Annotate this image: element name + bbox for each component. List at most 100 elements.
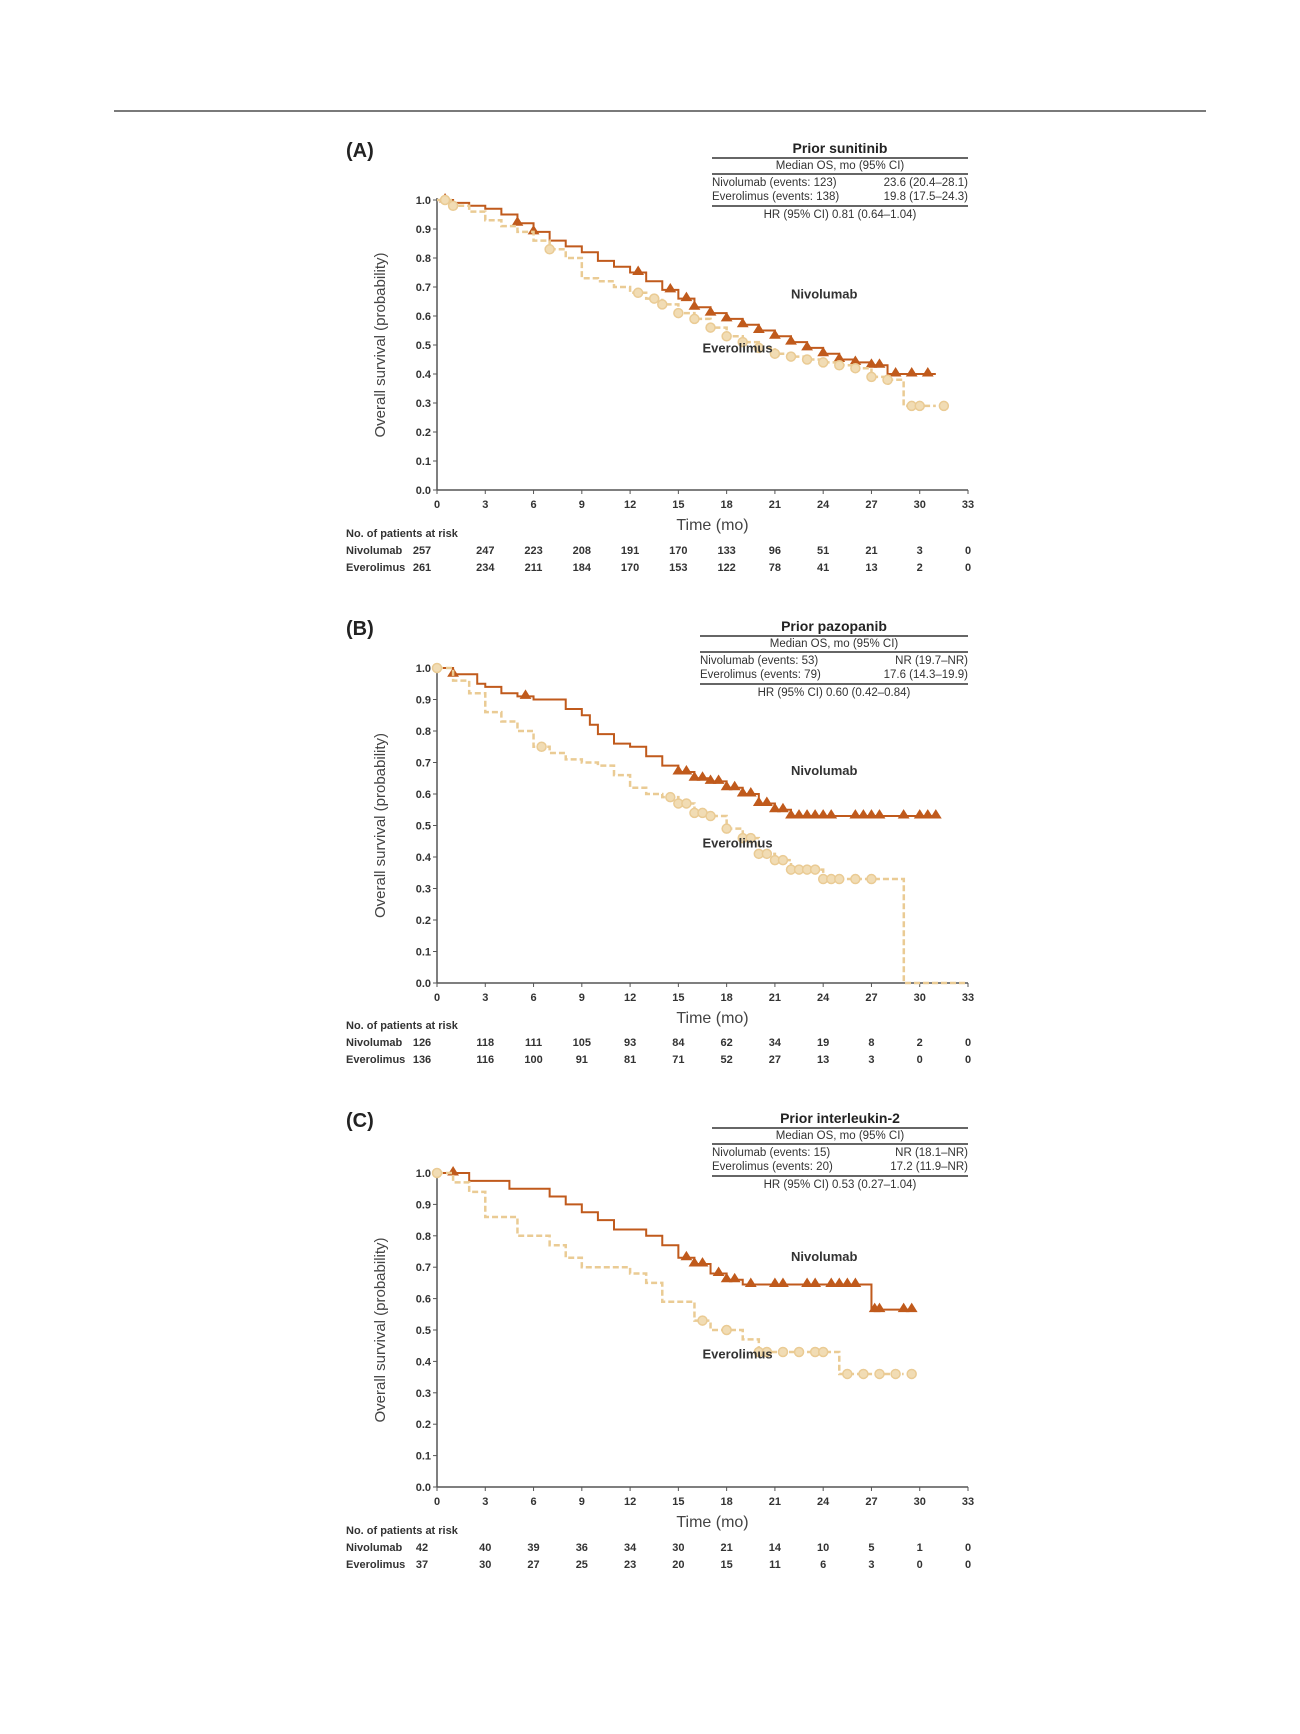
censor-mark-nivolumab <box>736 787 749 797</box>
risk-value: 93 <box>623 1037 637 1049</box>
censor-mark-nivolumab <box>785 809 797 819</box>
censor-mark-nivolumab <box>905 367 918 377</box>
risk-value: 208 <box>572 545 591 557</box>
stats-row-value: 19.8 (17.5–24.3) <box>883 191 968 203</box>
censor-mark-everolimus <box>761 848 773 860</box>
censor-mark-nivolumab <box>744 1277 757 1287</box>
y-tick-label: 0.9 <box>416 224 431 236</box>
risk-value: 91 <box>575 1054 588 1066</box>
risk-value: 0 <box>964 1037 972 1049</box>
panel-letter: (B) <box>346 618 374 640</box>
risk-value: 8 <box>868 1037 875 1049</box>
censor-mark-nivolumab <box>801 809 813 819</box>
median-os-table: Prior sunitinib Median OS, mo (95% CI) N… <box>712 140 968 221</box>
risk-value: 261 <box>412 562 432 574</box>
x-tick-label: 12 <box>624 499 636 511</box>
censor-mark-everolimus <box>866 873 877 885</box>
censor-mark-everolimus <box>938 400 950 412</box>
censor-mark-everolimus <box>817 357 829 368</box>
x-tick-label: 0 <box>434 992 440 1004</box>
median-os-table: Prior pazopanib Median OS, mo (95% CI) N… <box>700 618 968 699</box>
risk-value: 42 <box>415 1542 429 1554</box>
stats-subtitle: Median OS, mo (95% CI) <box>712 159 968 175</box>
risk-value: 30 <box>479 1559 492 1571</box>
censor-mark-everolimus <box>721 331 732 342</box>
censor-mark-everolimus <box>632 287 644 299</box>
censor-mark-everolimus <box>769 348 781 359</box>
censor-mark-nivolumab <box>712 1266 725 1276</box>
censor-mark-nivolumab <box>801 1277 813 1287</box>
censor-mark-nivolumab <box>704 774 717 784</box>
hazard-ratio: HR (95% CI) 0.53 (0.27–1.04) <box>763 1179 917 1191</box>
risk-value: 21 <box>720 1542 733 1554</box>
censor-mark-everolimus <box>834 873 845 885</box>
stats-row-label: Nivolumab (events: 53) <box>700 655 819 667</box>
risk-value: 6 <box>820 1559 827 1571</box>
censor-mark-everolimus <box>648 293 660 304</box>
y-tick-label: 0.7 <box>416 1262 431 1274</box>
y-tick-label: 0.8 <box>416 726 431 738</box>
censor-mark-everolimus <box>906 1368 917 1380</box>
censor-mark-nivolumab <box>777 1277 789 1287</box>
censor-mark-everolimus <box>809 864 821 875</box>
risk-value: 30 <box>672 1542 685 1554</box>
stats-row-label: Everolimus (events: 79) <box>700 669 821 681</box>
everolimus-curve <box>437 1171 904 1376</box>
risk-value: 0 <box>916 1054 923 1066</box>
censor-mark-nivolumab <box>696 1257 709 1267</box>
y-tick-label: 0.4 <box>416 1356 432 1368</box>
censor-mark-nivolumab <box>720 780 733 791</box>
risk-value: 25 <box>575 1559 588 1571</box>
censor-mark-everolimus <box>785 351 797 362</box>
risk-value: 10 <box>817 1542 830 1554</box>
risk-value: 62 <box>720 1037 733 1049</box>
risk-value: 81 <box>623 1054 637 1066</box>
y-tick-label: 0.2 <box>416 1419 431 1431</box>
censor-mark-nivolumab <box>720 1272 733 1283</box>
censor-mark-nivolumab <box>720 311 733 322</box>
risk-value: 0 <box>916 1559 923 1571</box>
everolimus-curve-label: Everolimus <box>703 836 773 851</box>
censor-mark-nivolumab <box>865 809 878 819</box>
y-tick-label: 0.0 <box>416 1482 431 1494</box>
censor-mark-everolimus <box>882 374 893 386</box>
km-panel: (A) Prior sunitinib Median OS, mo (95% C… <box>340 140 980 588</box>
censor-mark-nivolumab <box>769 802 781 813</box>
risk-value: 15 <box>720 1559 733 1571</box>
censor-mark-everolimus <box>705 322 716 333</box>
censor-mark-everolimus <box>689 313 700 325</box>
censor-mark-nivolumab <box>817 346 830 357</box>
x-tick-label: 18 <box>721 992 733 1004</box>
censor-mark-everolimus <box>705 810 716 822</box>
censor-mark-nivolumab <box>664 282 677 293</box>
stats-title: Prior interleukin-2 <box>712 1110 968 1129</box>
censor-mark-everolimus <box>866 371 877 383</box>
risk-value: 84 <box>672 1037 685 1049</box>
y-axis-title: Overall survival (probability) <box>372 1237 389 1422</box>
risk-value: 34 <box>623 1542 637 1554</box>
y-tick-label: 0.3 <box>416 1388 431 1400</box>
panel-letter: (C) <box>346 1110 374 1132</box>
censor-mark-nivolumab <box>744 787 757 797</box>
stats-row-value: NR (18.1–NR) <box>895 1147 968 1159</box>
censor-mark-nivolumab <box>752 796 765 806</box>
stats-row-everolimus: Everolimus (events: 20) 17.2 (11.9–NR) <box>712 1160 968 1174</box>
risk-value: 170 <box>620 562 640 574</box>
risk-value: 3 <box>868 1559 875 1571</box>
censor-mark-everolimus <box>890 1368 901 1380</box>
censor-mark-everolimus <box>850 362 861 374</box>
risk-value: 170 <box>669 545 688 557</box>
x-tick-label: 6 <box>530 499 536 511</box>
x-tick-label: 9 <box>579 1496 585 1508</box>
panel-letter: (A) <box>346 140 374 162</box>
censor-mark-nivolumab <box>672 765 685 775</box>
risk-value: 20 <box>672 1559 685 1571</box>
nivolumab-curve <box>437 1172 912 1311</box>
x-tick-label: 33 <box>962 1496 974 1508</box>
stats-row-value: NR (19.7–NR) <box>895 655 968 667</box>
risk-value: 14 <box>768 1542 782 1554</box>
censor-mark-everolimus <box>721 823 732 834</box>
risk-value: 0 <box>964 545 972 557</box>
x-axis-title: Time (mo) <box>676 1514 748 1531</box>
censor-mark-nivolumab <box>825 809 838 819</box>
